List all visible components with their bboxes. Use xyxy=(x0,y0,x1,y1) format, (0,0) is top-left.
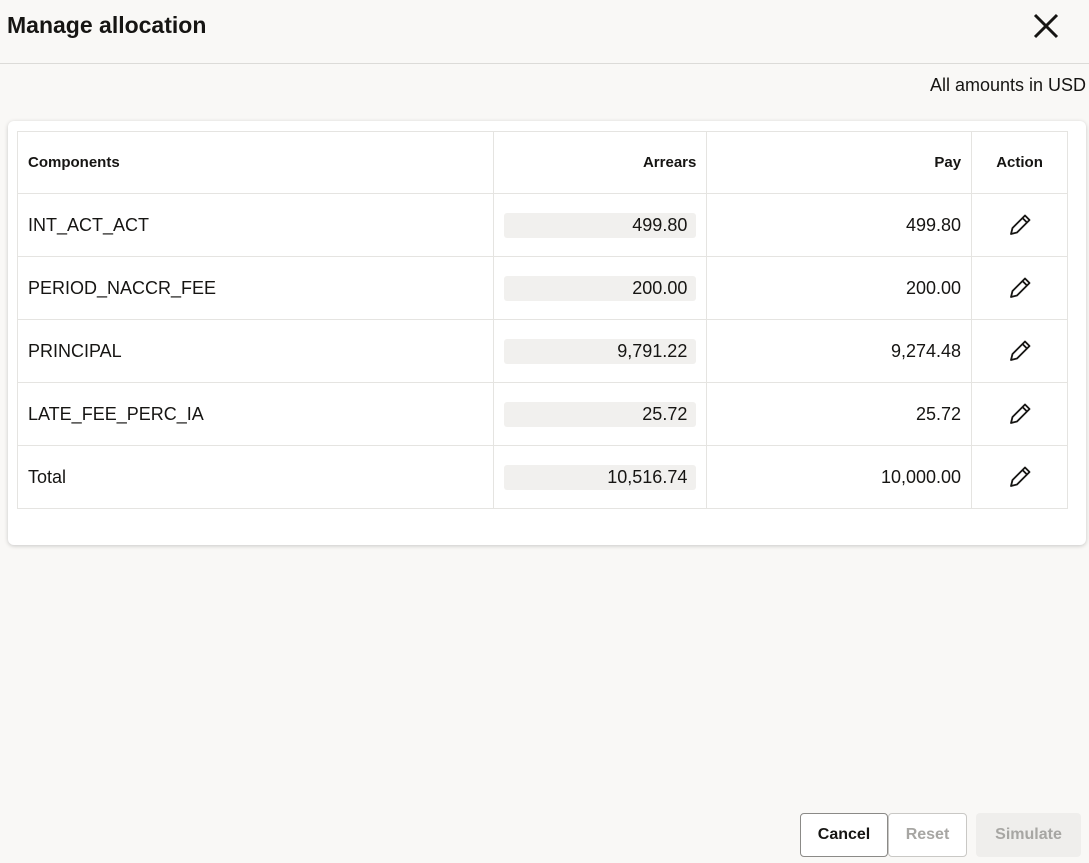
allocation-card: Components Arrears Pay Action INT_ACT_AC… xyxy=(8,121,1086,545)
header-pay: Pay xyxy=(706,131,973,194)
table-row: PRINCIPAL 9,791.22 9,274.48 xyxy=(17,319,1068,383)
table-row: Total 10,516.74 10,000.00 xyxy=(17,445,1068,509)
reset-button[interactable]: Reset xyxy=(888,813,967,857)
component-cell: INT_ACT_ACT xyxy=(17,193,494,257)
table-row: LATE_FEE_PERC_IA 25.72 25.72 xyxy=(17,382,1068,446)
edit-pencil-icon[interactable] xyxy=(1007,464,1033,490)
cancel-button[interactable]: Cancel xyxy=(800,813,888,857)
table-row: PERIOD_NACCR_FEE 200.00 200.00 xyxy=(17,256,1068,320)
arrears-cell: 200.00 xyxy=(492,256,708,320)
header-components: Components xyxy=(17,131,494,194)
arrears-value: 200.00 xyxy=(503,275,697,301)
dialog-title: Manage allocation xyxy=(7,12,207,38)
divider xyxy=(0,63,1089,64)
component-cell: LATE_FEE_PERC_IA xyxy=(17,382,494,446)
edit-pencil-icon[interactable] xyxy=(1007,275,1033,301)
action-cell xyxy=(971,256,1068,320)
pay-cell: 499.80 xyxy=(706,193,973,257)
close-icon[interactable] xyxy=(1030,10,1062,42)
arrears-value: 9,791.22 xyxy=(503,338,697,364)
action-cell xyxy=(971,382,1068,446)
action-cell xyxy=(971,193,1068,257)
header-action: Action xyxy=(971,131,1068,194)
simulate-button[interactable]: Simulate xyxy=(976,813,1081,857)
arrears-value: 25.72 xyxy=(503,401,697,427)
component-cell: PRINCIPAL xyxy=(17,319,494,383)
edit-pencil-icon[interactable] xyxy=(1007,401,1033,427)
currency-note: All amounts in USD xyxy=(929,75,1086,95)
action-cell xyxy=(971,445,1068,509)
arrears-cell: 9,791.22 xyxy=(492,319,708,383)
table-header: Components Arrears Pay Action xyxy=(17,131,1068,194)
arrears-value: 499.80 xyxy=(503,212,697,238)
edit-pencil-icon[interactable] xyxy=(1007,212,1033,238)
component-cell: PERIOD_NACCR_FEE xyxy=(17,256,494,320)
pay-cell: 9,274.48 xyxy=(706,319,973,383)
table-row: INT_ACT_ACT 499.80 499.80 xyxy=(17,193,1068,257)
edit-pencil-icon[interactable] xyxy=(1007,338,1033,364)
pay-cell: 25.72 xyxy=(706,382,973,446)
header-arrears: Arrears xyxy=(492,131,708,194)
arrears-cell: 10,516.74 xyxy=(492,445,708,509)
allocation-table: Components Arrears Pay Action INT_ACT_AC… xyxy=(17,131,1068,509)
pay-cell: 200.00 xyxy=(706,256,973,320)
pay-cell: 10,000.00 xyxy=(706,445,973,509)
action-cell xyxy=(971,319,1068,383)
component-cell: Total xyxy=(17,445,494,509)
arrears-value: 10,516.74 xyxy=(503,464,697,490)
arrears-cell: 25.72 xyxy=(492,382,708,446)
arrears-cell: 499.80 xyxy=(492,193,708,257)
